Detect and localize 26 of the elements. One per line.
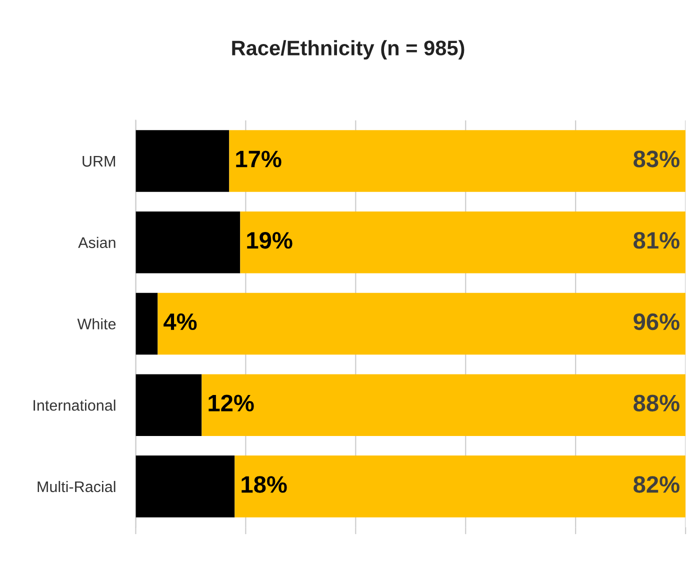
y-tick-label: White xyxy=(77,318,116,330)
y-tick-label: URM xyxy=(82,156,116,167)
data-label: 18% xyxy=(242,476,287,493)
bar xyxy=(136,374,202,436)
data-label: 17% xyxy=(236,150,282,168)
data-label: 83% xyxy=(634,150,680,168)
bar xyxy=(234,456,686,518)
bar xyxy=(136,130,230,192)
data-label: 82% xyxy=(634,476,680,493)
data-label: 96% xyxy=(634,313,680,330)
data-label: 81% xyxy=(634,232,680,249)
bar xyxy=(202,374,686,436)
bar xyxy=(229,130,686,192)
bar xyxy=(240,211,686,274)
bar xyxy=(136,211,240,274)
data-label: 88% xyxy=(634,394,680,412)
data-label: 19% xyxy=(247,232,292,249)
bar xyxy=(158,292,686,355)
y-tick-label: Asian xyxy=(78,236,116,248)
y-tick-label: Multi-Racial xyxy=(38,480,116,492)
bar xyxy=(136,456,235,518)
chart-title: Race/Ethnicity (n = 985) xyxy=(232,40,464,60)
data-label: 12% xyxy=(208,394,254,412)
data-label: 4% xyxy=(164,313,197,330)
y-tick-label: International xyxy=(34,400,116,411)
bar xyxy=(136,292,158,355)
